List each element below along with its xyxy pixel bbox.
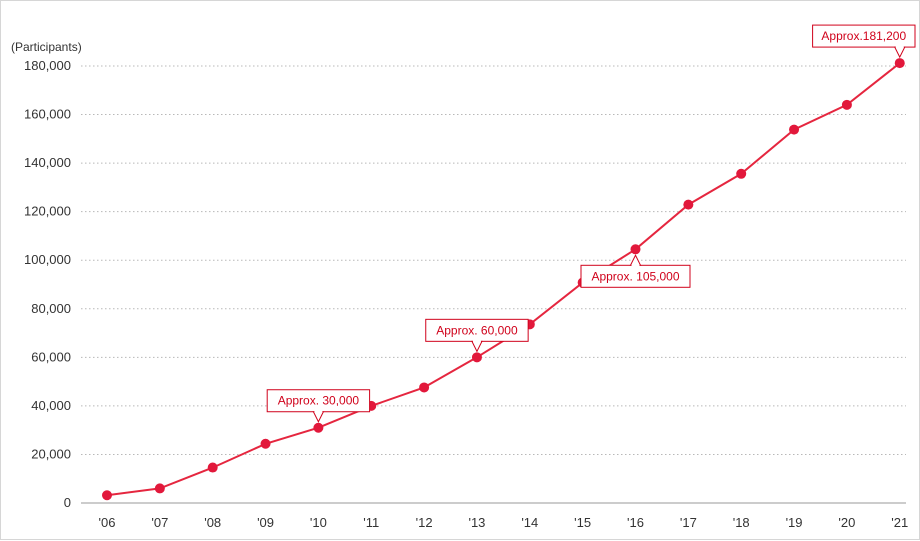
data-point xyxy=(789,124,800,135)
y-tick-label: 80,000 xyxy=(31,301,71,316)
series-line xyxy=(106,62,901,497)
data-point xyxy=(102,490,112,501)
x-tick-label: '13 xyxy=(468,515,485,530)
y-tick-label: 60,000 xyxy=(31,349,71,364)
y-tick-label: 120,000 xyxy=(24,204,71,219)
data-point xyxy=(154,483,165,494)
x-tick-label: '06 xyxy=(99,515,116,530)
data-point xyxy=(313,422,324,433)
callout-label: Approx.181,200 xyxy=(821,29,906,43)
y-tick-label: 100,000 xyxy=(24,252,71,267)
data-point xyxy=(207,462,218,473)
x-tick-label: '18 xyxy=(733,515,750,530)
x-tick-label: '07 xyxy=(151,515,168,530)
data-point xyxy=(471,352,482,363)
callout-pointer xyxy=(471,340,483,353)
x-tick-label: '12 xyxy=(416,515,433,530)
data-point xyxy=(419,382,430,393)
y-axis-unit-label: (Participants) xyxy=(11,40,82,54)
callout-pointer xyxy=(312,411,325,423)
x-tick-label: '14 xyxy=(521,515,538,530)
callout-box xyxy=(812,24,916,48)
callout-pointer xyxy=(629,254,642,266)
x-tick-label: '19 xyxy=(786,515,803,530)
x-tick-label: '20 xyxy=(838,515,855,530)
y-tick-label: 0 xyxy=(64,495,71,510)
x-tick-label: '16 xyxy=(627,515,644,530)
x-tick-label: '17 xyxy=(680,515,697,530)
data-point xyxy=(260,438,271,449)
callout-label: Approx. 60,000 xyxy=(436,323,518,337)
x-tick-label: '11 xyxy=(363,515,379,530)
data-point xyxy=(841,99,852,110)
callout-label: Approx. 30,000 xyxy=(278,394,360,408)
y-tick-label: 160,000 xyxy=(24,107,71,122)
data-point xyxy=(630,244,641,255)
x-tick-label: '21 xyxy=(891,515,908,530)
x-tick-label: '09 xyxy=(257,515,274,530)
y-tick-label: 20,000 xyxy=(31,446,71,461)
data-point xyxy=(683,199,694,210)
y-tick-label: 40,000 xyxy=(31,398,71,413)
y-tick-label: 180,000 xyxy=(24,58,71,73)
x-tick-label: '15 xyxy=(574,515,591,530)
y-tick-label: 140,000 xyxy=(24,155,71,170)
data-point xyxy=(736,168,747,179)
x-tick-label: '08 xyxy=(204,515,221,530)
callout-label: Approx. 105,000 xyxy=(591,269,679,283)
data-point xyxy=(894,58,905,69)
callout-pointer xyxy=(893,46,906,59)
x-tick-label: '10 xyxy=(310,515,327,530)
